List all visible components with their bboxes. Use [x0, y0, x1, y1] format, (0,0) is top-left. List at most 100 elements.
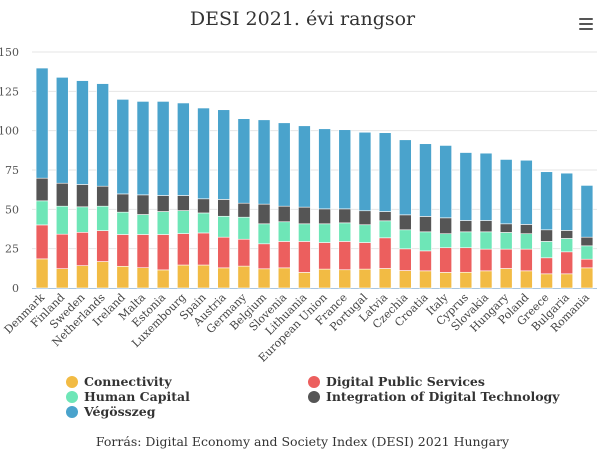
bar-segment[interactable]	[499, 232, 513, 250]
bar-segment[interactable]	[580, 258, 594, 269]
bar-segment[interactable]	[580, 267, 594, 289]
bar-segment[interactable]	[96, 83, 109, 187]
bar-segment[interactable]	[459, 271, 473, 289]
bar-segment[interactable]	[419, 231, 432, 252]
bar-segment[interactable]	[96, 261, 109, 289]
bar-segment[interactable]	[560, 251, 574, 275]
bar-segment[interactable]	[479, 152, 493, 221]
bar-segment[interactable]	[479, 231, 493, 250]
bar-segment[interactable]	[358, 242, 372, 270]
bar-segment[interactable]	[479, 270, 493, 289]
bar-segment[interactable]	[459, 231, 473, 249]
bar-segment[interactable]	[358, 210, 372, 226]
bar-segment[interactable]	[217, 199, 230, 217]
bar-segment[interactable]	[499, 268, 513, 289]
bar-segment[interactable]	[116, 234, 130, 267]
bar-segment[interactable]	[156, 195, 170, 212]
bar-segment[interactable]	[76, 232, 89, 266]
bar-segment[interactable]	[358, 268, 372, 289]
bar-segment[interactable]	[540, 241, 553, 259]
bar-segment[interactable]	[257, 243, 271, 270]
bar-segment[interactable]	[298, 272, 311, 289]
bar-segment[interactable]	[560, 273, 574, 289]
bar-segment[interactable]	[55, 77, 69, 184]
bar-segment[interactable]	[540, 257, 553, 275]
bar-segment[interactable]	[277, 267, 291, 289]
bar-segment[interactable]	[96, 185, 109, 207]
bar-segment[interactable]	[378, 132, 392, 212]
bar-segment[interactable]	[479, 248, 493, 272]
bar-segment[interactable]	[197, 107, 210, 200]
bar-segment[interactable]	[177, 264, 190, 289]
bar-segment[interactable]	[136, 101, 150, 196]
bar-segment[interactable]	[277, 241, 291, 269]
bar-segment[interactable]	[419, 216, 432, 233]
bar-segment[interactable]	[520, 233, 533, 250]
bar-segment[interactable]	[237, 202, 251, 218]
bar-segment[interactable]	[459, 247, 473, 273]
bar-segment[interactable]	[318, 223, 331, 243]
bar-segment[interactable]	[177, 233, 190, 266]
bar-segment[interactable]	[197, 198, 210, 214]
bar-segment[interactable]	[76, 184, 89, 208]
bar-segment[interactable]	[419, 270, 432, 289]
bar-segment[interactable]	[358, 131, 372, 212]
bar-segment[interactable]	[378, 211, 392, 222]
bar-segment[interactable]	[76, 80, 89, 185]
bar-segment[interactable]	[540, 171, 553, 231]
bar-segment[interactable]	[419, 143, 432, 217]
bar-segment[interactable]	[318, 208, 331, 225]
bar-segment[interactable]	[76, 265, 89, 289]
bar-segment[interactable]	[499, 159, 513, 225]
bar-segment[interactable]	[318, 242, 331, 270]
bar-segment[interactable]	[237, 238, 251, 267]
bar-segment[interactable]	[338, 269, 352, 289]
bar-segment[interactable]	[499, 248, 513, 269]
bar-segment[interactable]	[580, 236, 594, 247]
bar-segment[interactable]	[197, 212, 210, 234]
bar-segment[interactable]	[136, 234, 150, 269]
legend-item-human-capital[interactable]: Human Capital	[66, 389, 190, 404]
bar-segment[interactable]	[378, 237, 392, 269]
bar-segment[interactable]	[277, 122, 291, 207]
bar-segment[interactable]	[399, 248, 412, 271]
bar-segment[interactable]	[520, 159, 533, 225]
bar-segment[interactable]	[116, 211, 130, 235]
bar-segment[interactable]	[338, 208, 352, 224]
bar-segment[interactable]	[439, 272, 452, 289]
bar-segment[interactable]	[560, 238, 574, 253]
bar-segment[interactable]	[177, 195, 190, 211]
bar-segment[interactable]	[35, 258, 49, 289]
bar-segment[interactable]	[378, 220, 392, 239]
bar-segment[interactable]	[217, 267, 230, 289]
bar-segment[interactable]	[399, 214, 412, 231]
bar-segment[interactable]	[35, 200, 49, 226]
bar-segment[interactable]	[580, 245, 594, 260]
bar-segment[interactable]	[277, 205, 291, 223]
bar-segment[interactable]	[298, 125, 311, 208]
legend-item-vegosszeg[interactable]: Végösszeg	[66, 404, 155, 419]
bar-segment[interactable]	[156, 211, 170, 235]
bar-segment[interactable]	[520, 248, 533, 272]
bar-segment[interactable]	[318, 268, 331, 289]
bar-segment[interactable]	[439, 217, 452, 235]
bar-segment[interactable]	[237, 265, 251, 289]
bar-segment[interactable]	[177, 102, 190, 196]
bar-segment[interactable]	[479, 220, 493, 233]
bar-segment[interactable]	[540, 229, 553, 242]
legend-item-connectivity[interactable]: Connectivity	[66, 374, 172, 389]
bar-segment[interactable]	[257, 223, 271, 245]
bar-segment[interactable]	[116, 99, 130, 195]
bar-segment[interactable]	[136, 214, 150, 235]
bar-segment[interactable]	[35, 177, 49, 202]
bar-segment[interactable]	[338, 241, 352, 271]
bar-segment[interactable]	[459, 152, 473, 221]
bar-segment[interactable]	[237, 216, 251, 240]
bar-segment[interactable]	[520, 270, 533, 289]
bar-segment[interactable]	[399, 229, 412, 250]
bar-segment[interactable]	[499, 223, 513, 233]
bar-segment[interactable]	[55, 233, 69, 269]
hamburger-menu-icon[interactable]	[579, 18, 593, 30]
bar-segment[interactable]	[35, 67, 49, 179]
bar-segment[interactable]	[257, 268, 271, 289]
